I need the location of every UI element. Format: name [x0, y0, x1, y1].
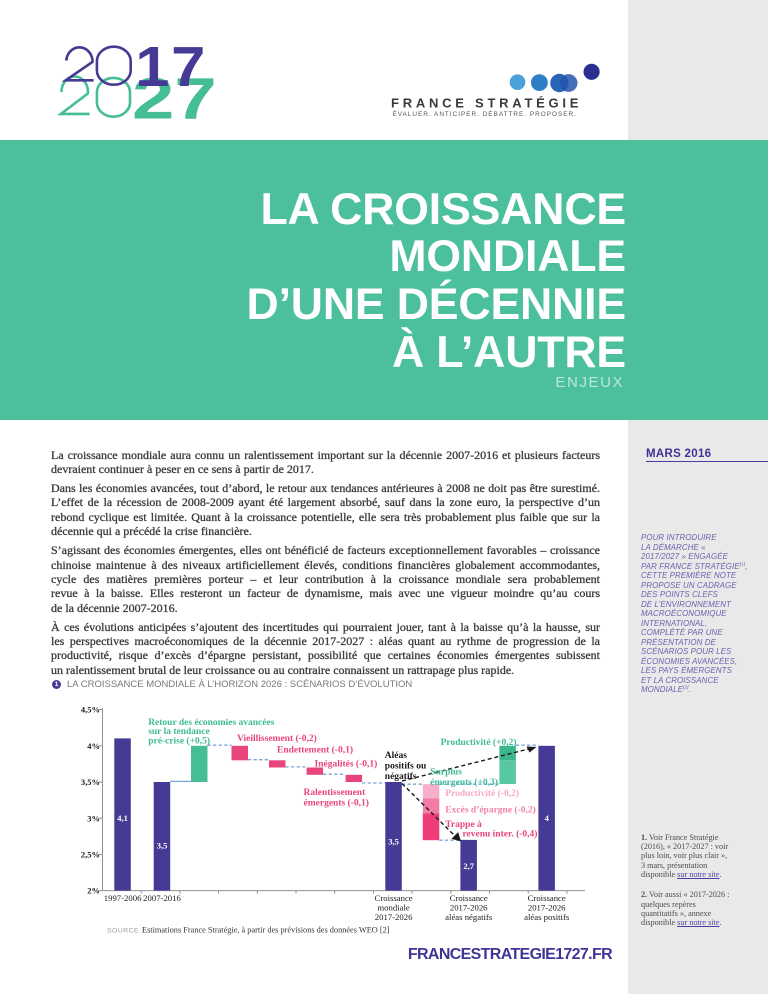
svg-text:Trappe à: Trappe à	[445, 820, 482, 830]
svg-text:Productivité (+0,2): Productivité (+0,2)	[441, 737, 517, 748]
svg-text:2,7: 2,7	[463, 861, 474, 871]
svg-text:4%: 4%	[87, 741, 100, 751]
svg-text:Surplus: Surplus	[430, 767, 462, 777]
svg-text:3,5%: 3,5%	[81, 777, 100, 787]
svg-text:4,5%: 4,5%	[81, 705, 100, 715]
svg-text:FRANCE STRATÉGIE: FRANCE STRATÉGIE	[391, 96, 582, 111]
svg-text:17: 17	[135, 40, 207, 98]
svg-text:Aléas: Aléas	[385, 751, 407, 761]
svg-text:négatifs: négatifs	[385, 772, 417, 782]
svg-text:2017-2026: 2017-2026	[375, 912, 413, 922]
svg-text:2017-2026: 2017-2026	[528, 903, 566, 913]
svg-text:sur la tendance: sur la tendance	[148, 727, 210, 737]
svg-text:Croissance: Croissance	[375, 893, 413, 903]
svg-text:4,1: 4,1	[117, 813, 128, 823]
svg-text:mondiale: mondiale	[377, 903, 409, 913]
svg-text:émergents (+0,3): émergents (+0,3)	[430, 777, 498, 788]
svg-text:pré-crise (+0,5): pré-crise (+0,5)	[148, 736, 210, 747]
svg-text:Croissance: Croissance	[450, 893, 488, 903]
svg-text:émergents (-0,1): émergents (-0,1)	[304, 798, 369, 809]
svg-text:1997-2006: 1997-2006	[104, 893, 142, 903]
svg-text:Excès d’épargne (-0,2): Excès d’épargne (-0,2)	[445, 805, 536, 816]
svg-text:Endettement (-0,1): Endettement (-0,1)	[277, 745, 353, 756]
svg-text:2017-2026: 2017-2026	[450, 903, 488, 913]
svg-text:aléas positifs: aléas positifs	[524, 912, 570, 922]
svg-text:ÉVALUER. ANTICIPER. DÉBATTRE: ÉVALUER. ANTICIPER. DÉBATTRE. PROPOSER.	[393, 109, 577, 118]
svg-text:aléas négatifs: aléas négatifs	[445, 912, 493, 922]
svg-text:Estimations France Stratégie,: Estimations France Stratégie, à partir d…	[142, 926, 390, 935]
svg-text:Inégalités (-0,1): Inégalités (-0,1)	[315, 759, 378, 770]
svg-text:2,5%: 2,5%	[81, 850, 100, 860]
svg-text:3,5: 3,5	[388, 837, 399, 847]
svg-text:Vieillissement (-0,2): Vieillissement (-0,2)	[237, 733, 317, 744]
svg-text:Ralentissement: Ralentissement	[304, 788, 367, 798]
svg-text:SOURCE :: SOURCE :	[107, 928, 144, 935]
svg-text:27: 27	[132, 66, 217, 122]
svg-text:2%: 2%	[87, 886, 100, 896]
svg-text:positifs ou: positifs ou	[385, 762, 427, 772]
svg-text:3,5: 3,5	[157, 841, 168, 851]
svg-text:2007-2016: 2007-2016	[143, 893, 181, 903]
svg-text:revenu inter. (-0,4): revenu inter. (-0,4)	[463, 829, 538, 840]
svg-text:Productivité (-0,2): Productivité (-0,2)	[445, 788, 519, 799]
svg-text:4: 4	[545, 813, 550, 823]
svg-text:3%: 3%	[87, 813, 100, 823]
svg-text:Croissance: Croissance	[528, 893, 566, 903]
svg-text:Retour des économies avancées: Retour des économies avancées	[148, 718, 275, 728]
